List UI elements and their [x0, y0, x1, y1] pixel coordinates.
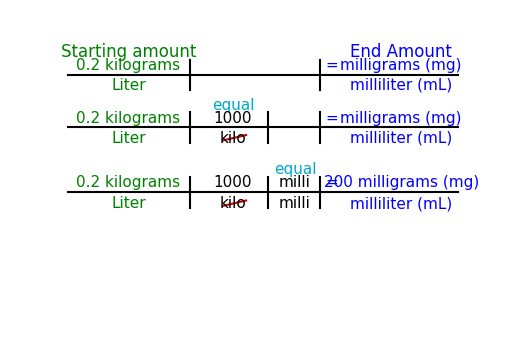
Text: 1000: 1000 — [214, 111, 252, 126]
Text: =: = — [325, 175, 338, 190]
Text: equal: equal — [211, 98, 254, 113]
Text: 1000: 1000 — [214, 175, 252, 190]
Text: End Amount: End Amount — [350, 43, 452, 61]
Text: equal: equal — [274, 162, 316, 177]
Text: milli: milli — [279, 175, 311, 190]
Text: Liter: Liter — [111, 131, 145, 146]
Text: 0.2 kilograms: 0.2 kilograms — [76, 111, 180, 126]
Text: milliliter (mL): milliliter (mL) — [350, 196, 452, 211]
Text: Starting amount: Starting amount — [60, 43, 196, 61]
Text: Liter: Liter — [111, 77, 145, 92]
Text: milliliter (mL): milliliter (mL) — [350, 77, 452, 92]
Text: =: = — [325, 58, 338, 73]
Text: 0.2 kilograms: 0.2 kilograms — [76, 175, 180, 190]
Text: milligrams (mg): milligrams (mg) — [340, 111, 462, 126]
Text: milliliter (mL): milliliter (mL) — [350, 131, 452, 146]
Text: milli: milli — [279, 196, 311, 211]
Text: 0.2 kilograms: 0.2 kilograms — [76, 58, 180, 73]
Text: Liter: Liter — [111, 196, 145, 211]
Text: =: = — [325, 111, 338, 126]
Text: kilo: kilo — [220, 131, 246, 146]
Text: milligrams (mg): milligrams (mg) — [340, 58, 462, 73]
Text: kilo: kilo — [220, 196, 246, 211]
Text: 200 milligrams (mg): 200 milligrams (mg) — [324, 175, 479, 190]
